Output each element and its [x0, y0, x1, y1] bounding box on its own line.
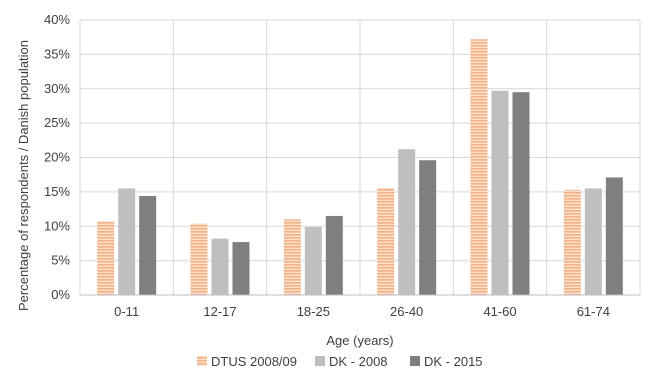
- bar-dk-2008-41-60: [491, 90, 509, 295]
- x-tick-label: 0-11: [114, 304, 139, 319]
- bar-dtus-2008-09-61-74: [563, 189, 581, 295]
- bar-dk-2015-12-17: [232, 242, 250, 295]
- bar-dk-2008-18-25: [304, 226, 322, 295]
- bar-dk-2008-61-74: [584, 188, 602, 295]
- y-axis-ticks: 0% 5% 10% 15% 20% 25% 30% 35% 40%: [44, 12, 70, 302]
- bar-dtus-2008-09-0-11: [97, 221, 115, 295]
- bar-dk-2008-0-11: [118, 188, 136, 295]
- y-tick-label: 10%: [44, 218, 70, 233]
- y-axis-title: Percentage of respondents / Danish popul…: [16, 40, 31, 311]
- y-tick-label: 15%: [44, 184, 70, 199]
- legend-label: DK - 2015: [424, 354, 483, 369]
- x-tick-label: 26-40: [390, 304, 423, 319]
- bar-dk-2008-12-17: [211, 238, 229, 295]
- x-tick-label: 18-25: [297, 304, 330, 319]
- y-tick-label: 35%: [44, 46, 70, 61]
- bar-dk-2015-18-25: [325, 215, 343, 295]
- bar-dk-2015-0-11: [139, 196, 157, 295]
- x-axis-title: Age (years): [326, 333, 393, 348]
- x-tick-label: 41-60: [483, 304, 516, 319]
- legend-swatch: [315, 356, 325, 366]
- y-tick-label: 30%: [44, 81, 70, 96]
- bar-dk-2008-26-40: [398, 149, 416, 295]
- x-tick-label: 12-17: [203, 304, 236, 319]
- legend-swatch: [410, 356, 420, 366]
- bar-dtus-2008-09-18-25: [283, 219, 301, 295]
- gridlines: [79, 19, 641, 295]
- y-tick-label: 0%: [51, 287, 70, 302]
- bar-dk-2015-61-74: [605, 177, 623, 295]
- bar-dtus-2008-09-12-17: [190, 223, 208, 295]
- bar-dk-2015-26-40: [419, 160, 437, 295]
- legend-swatch: [197, 356, 207, 366]
- bars: [97, 39, 623, 295]
- y-tick-label: 40%: [44, 12, 70, 27]
- y-tick-label: 20%: [44, 150, 70, 165]
- legend-label: DTUS 2008/09: [211, 354, 297, 369]
- bar-dtus-2008-09-41-60: [470, 39, 488, 295]
- x-axis-ticks: 0-11 12-17 18-25 26-40 41-60 61-74: [114, 304, 610, 319]
- bar-dk-2015-41-60: [512, 92, 530, 295]
- bar-dtus-2008-09-26-40: [377, 187, 395, 295]
- legend-label: DK - 2008: [329, 354, 388, 369]
- y-tick-label: 25%: [44, 115, 70, 130]
- x-tick-label: 61-74: [577, 304, 610, 319]
- legend: DTUS 2008/09 DK - 2008 DK - 2015: [197, 354, 483, 369]
- y-tick-label: 5%: [51, 253, 70, 268]
